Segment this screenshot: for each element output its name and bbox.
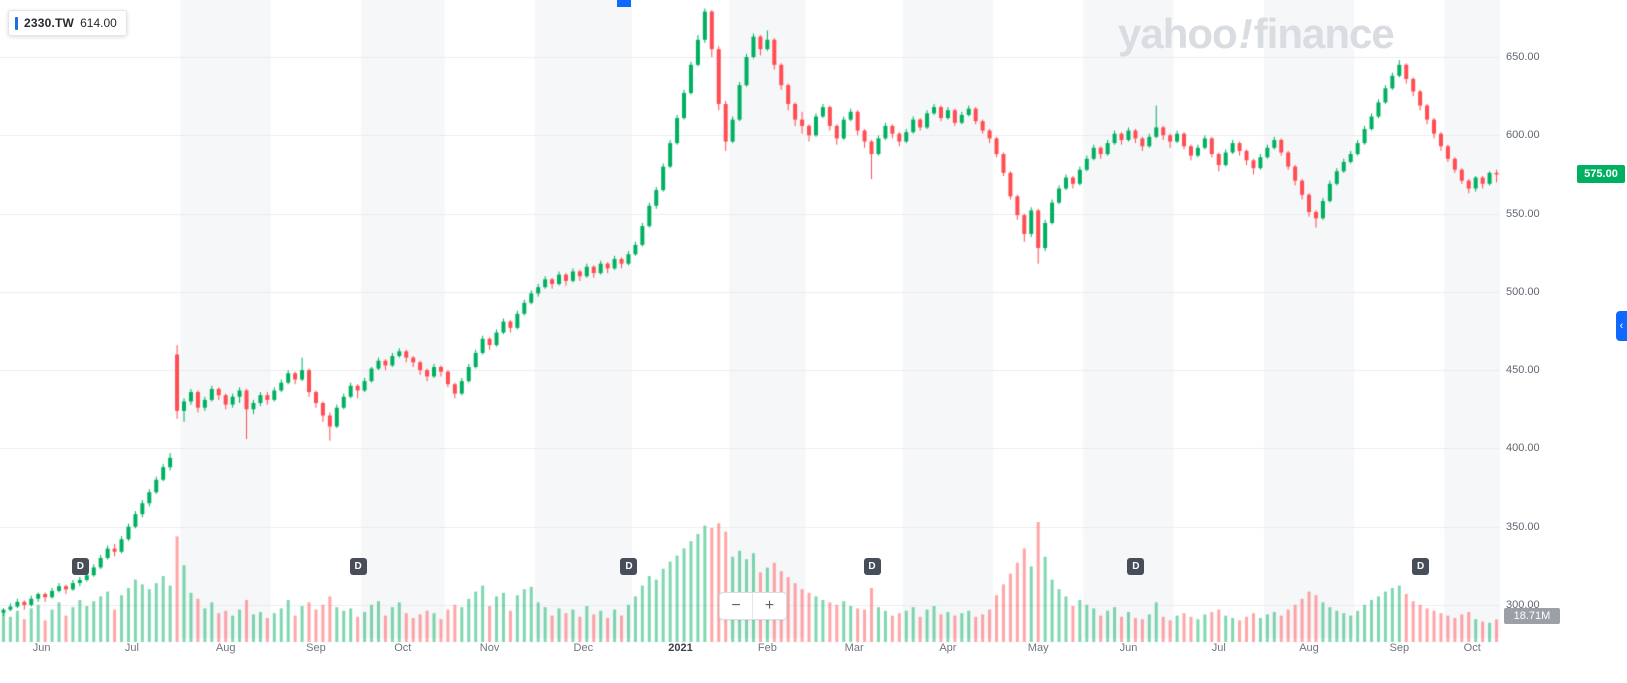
time-axis-label: Jun (1119, 642, 1138, 654)
time-axis-label: Feb (757, 642, 777, 654)
price-axis-label: 450.00 (1506, 364, 1540, 377)
time-axis-label: Aug (1299, 642, 1319, 654)
watermark-bang: ! (1238, 10, 1253, 57)
top-blue-marker (617, 0, 631, 7)
series-color-bar (15, 16, 18, 30)
yahoo-finance-watermark: yahoo!finance (1118, 10, 1395, 58)
price-axis-label: 400.00 (1506, 442, 1540, 455)
zoom-out-button[interactable]: − (720, 593, 753, 619)
time-axis-label: May (1027, 642, 1049, 654)
time-axis-label: Aug (215, 642, 236, 654)
time-axis-label: Jun (32, 642, 51, 654)
price-axis-label: 600.00 (1506, 129, 1540, 142)
time-axis-label: Sep (306, 642, 326, 654)
dividend-marker[interactable]: D (349, 558, 367, 575)
watermark-brand: yahoo (1118, 10, 1238, 57)
time-axis-label: Oct (1463, 642, 1481, 654)
price-axis-label: 650.00 (1506, 51, 1540, 63)
time-axis-label: Sep (1389, 642, 1410, 654)
price-axis-label: 500.00 (1506, 285, 1540, 298)
last-price-badge: 575.00 (1577, 165, 1625, 184)
time-axis-label: Dec (573, 642, 594, 654)
zoom-in-button[interactable]: + (753, 593, 786, 619)
dividend-marker[interactable]: D (71, 558, 89, 575)
time-axis-label: 2021 (668, 642, 693, 654)
watermark-suffix: finance (1253, 10, 1395, 57)
ticker-symbol: 2330.TW (24, 16, 75, 30)
time-axis-label: Oct (394, 642, 412, 654)
time-axis-label: Mar (844, 642, 864, 654)
dividend-marker[interactable]: D (620, 558, 638, 575)
time-axis-label: Jul (124, 642, 139, 654)
time-axis-label: Apr (939, 642, 957, 654)
time-axis-label: Jul (1211, 642, 1226, 654)
dividend-marker[interactable]: D (863, 558, 881, 575)
zoom-controls: − + (719, 592, 787, 620)
time-axis-label: Nov (479, 642, 500, 654)
expand-panel-tab[interactable]: ‹ (1616, 311, 1627, 341)
dividend-marker[interactable]: D (1412, 558, 1430, 575)
ticker-price: 614.00 (80, 16, 117, 30)
ticker-legend-chip[interactable]: 2330.TW 614.00 (8, 10, 127, 36)
price-axis-label: 350.00 (1506, 520, 1540, 533)
price-axis-label: 550.00 (1506, 207, 1540, 220)
last-volume-badge: 18.71M (1504, 608, 1560, 624)
dividend-marker[interactable]: D (1127, 558, 1145, 575)
price-axis-label: 300.00 (1506, 598, 1540, 611)
